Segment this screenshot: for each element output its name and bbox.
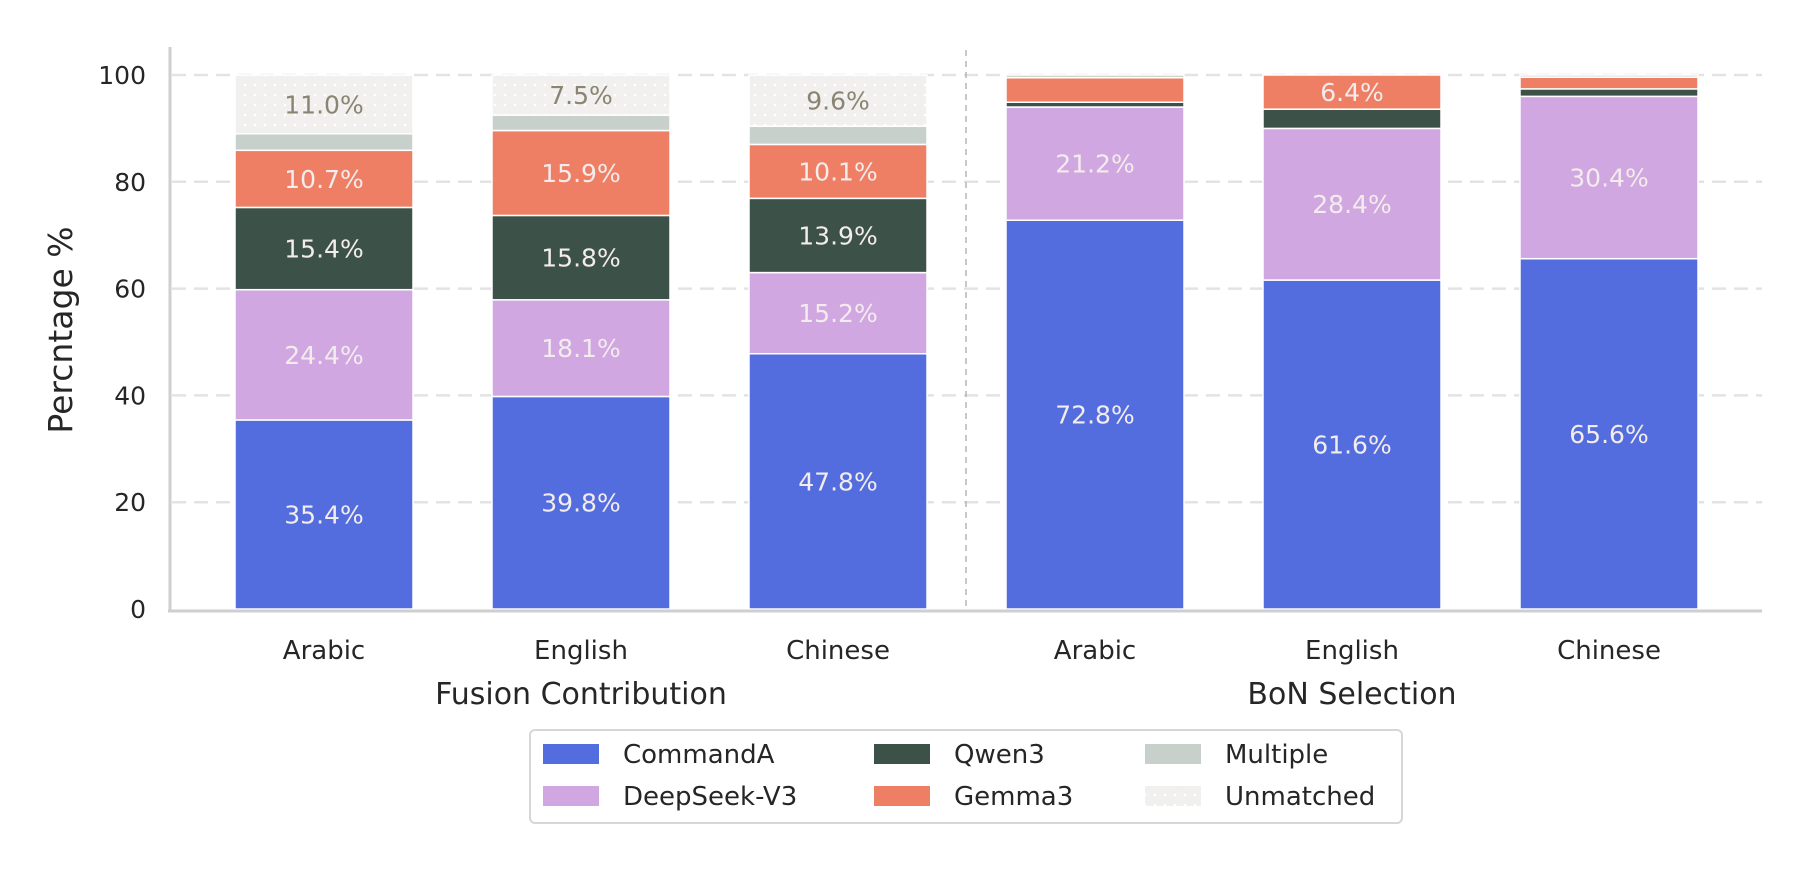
data-label: 15.4% xyxy=(284,235,363,264)
bar-segment-multiple xyxy=(1519,74,1699,78)
legend-swatch-qwen3 xyxy=(874,744,930,764)
category-labels: Arabic English Chinese Arabic English Chinese xyxy=(283,636,1661,666)
bar-segment-unmatched xyxy=(234,74,414,135)
data-label: 9.6% xyxy=(806,87,870,116)
axes xyxy=(168,47,1762,613)
bar-segment-deepseek-v3 xyxy=(491,299,671,398)
data-label: 13.9% xyxy=(798,221,877,250)
bar-segment-gemma3 xyxy=(491,129,671,217)
legend-label: Unmatched xyxy=(1225,782,1375,812)
legend-label: DeepSeek-V3 xyxy=(623,782,797,812)
x-tick-label: Arabic xyxy=(283,636,365,666)
bar-segment-qwen3 xyxy=(1519,88,1699,98)
gridlines xyxy=(172,73,1762,504)
data-label: 65.6% xyxy=(1569,420,1648,449)
bar-segment-deepseek-v3 xyxy=(1519,95,1699,260)
data-label: 10.7% xyxy=(284,165,363,194)
data-label: 15.8% xyxy=(541,244,620,273)
data-label: 30.4% xyxy=(1569,164,1648,193)
legend-label: Multiple xyxy=(1225,740,1328,770)
data-label: 35.4% xyxy=(284,500,363,529)
data-label: 11.0% xyxy=(284,90,363,119)
bar-segment-multiple xyxy=(1005,74,1185,79)
data-label: 15.2% xyxy=(798,299,877,328)
legend-swatch-unmatched xyxy=(1145,786,1201,806)
bar-segment-commanda xyxy=(748,352,928,610)
y-tick-label: 80 xyxy=(114,168,146,197)
data-label: 47.8% xyxy=(798,467,877,496)
bar-segment-multiple xyxy=(491,114,671,132)
legend-label: Qwen3 xyxy=(954,740,1045,770)
data-label: 6.4% xyxy=(1320,78,1384,107)
y-axis-label: Percntage % xyxy=(41,226,80,433)
legend-label: CommandA xyxy=(623,740,775,770)
legend-swatch-gemma3 xyxy=(874,786,930,806)
y-tick-label: 20 xyxy=(114,488,146,517)
y-tick-labels: 0 20 40 60 80 100 xyxy=(98,61,146,624)
legend-label: Gemma3 xyxy=(954,782,1073,812)
bar-segment-unmatched xyxy=(748,74,928,128)
bar-segment-commanda xyxy=(1519,257,1699,610)
y-tick-label: 40 xyxy=(114,381,146,410)
y-tick-label: 0 xyxy=(130,595,146,624)
bar-segment-commanda xyxy=(234,419,414,610)
legend: CommandA DeepSeek-V3 Qwen3 Gemma3 Multiple Un… xyxy=(529,729,1403,824)
bar-segment-gemma3 xyxy=(234,149,414,209)
bar-segment-deepseek-v3 xyxy=(234,288,414,421)
legend-swatch-commanda xyxy=(543,744,599,764)
bar-segment-qwen3 xyxy=(1262,108,1442,130)
data-label: 61.6% xyxy=(1312,431,1391,460)
x-tick-label: Chinese xyxy=(786,636,890,666)
data-label: 7.5% xyxy=(549,81,613,110)
bar-segment-commanda xyxy=(491,395,671,610)
x-tick-label: Chinese xyxy=(1557,636,1661,666)
legend-swatch-deepseek-v3 xyxy=(543,786,599,806)
group-label-fusion: Fusion Contribution xyxy=(435,677,727,712)
bar-segment-multiple xyxy=(748,125,928,146)
group-label-bon: BoN Selection xyxy=(1247,677,1456,712)
data-label: 72.8% xyxy=(1055,401,1134,430)
bar-segment-qwen3 xyxy=(234,206,414,291)
bar-segment-multiple xyxy=(234,132,414,152)
x-tick-label: English xyxy=(1305,636,1399,666)
bars: 35.4% 24.4% 15.4% 10.7% 11.0% 39.8% 18.1% 15.8%… xyxy=(234,74,1699,610)
data-label: 39.8% xyxy=(541,489,620,518)
bar-segment-deepseek-v3 xyxy=(748,271,928,355)
bar-segment-deepseek-v3 xyxy=(1005,106,1185,221)
bar-segment-gemma3 xyxy=(1262,74,1442,110)
data-label: 10.1% xyxy=(798,157,877,186)
bar-segment-gemma3 xyxy=(1005,76,1185,103)
bar-segment-commanda xyxy=(1005,219,1185,610)
bar-segment-commanda xyxy=(1262,279,1442,610)
y-tick-label: 60 xyxy=(114,275,146,304)
x-tick-label: Arabic xyxy=(1054,636,1136,666)
bar-segment-gemma3 xyxy=(748,143,928,200)
y-tick-label: 100 xyxy=(98,61,146,90)
bar-segment-gemma3 xyxy=(1519,76,1699,90)
data-label: 15.9% xyxy=(541,159,620,188)
x-tick-label: English xyxy=(534,636,628,666)
bar-segment-deepseek-v3 xyxy=(1262,127,1442,281)
data-label: 28.4% xyxy=(1312,190,1391,219)
data-label: 24.4% xyxy=(284,341,363,370)
legend-swatch-multiple xyxy=(1145,744,1201,764)
data-label: 21.2% xyxy=(1055,150,1134,179)
data-label: 18.1% xyxy=(541,334,620,363)
bar-segment-qwen3 xyxy=(491,214,671,301)
bar-segment-unmatched xyxy=(491,74,671,116)
